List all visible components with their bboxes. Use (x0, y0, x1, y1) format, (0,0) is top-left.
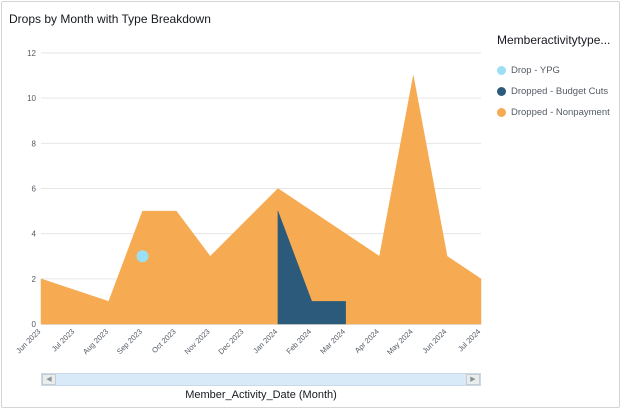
x-tick-label: Apr 2024 (353, 327, 381, 355)
x-tick-label: Jul 2024 (456, 327, 482, 353)
x-tick-label: Oct 2023 (150, 327, 178, 355)
legend-label: Dropped - Nonpayment (511, 106, 610, 118)
chart-title: Drops by Month with Type Breakdown (9, 12, 211, 26)
legend-item-nonpayment[interactable]: Dropped - Nonpayment (497, 105, 619, 119)
legend: Memberactivitytype... Drop - YPG Dropped… (497, 33, 619, 126)
legend-item-drop-ypg[interactable]: Drop - YPG (497, 63, 619, 77)
x-tick-label: Mar 2024 (318, 327, 347, 356)
y-tick-label: 10 (27, 94, 36, 103)
legend-swatch-budget-cuts (497, 86, 506, 96)
x-tick-label: Sep 2023 (115, 327, 144, 356)
y-tick-label: 12 (27, 49, 36, 58)
legend-title: Memberactivitytype... (497, 33, 611, 47)
legend-item-budget-cuts[interactable]: Dropped - Budget Cuts (497, 84, 619, 98)
area-dropped-nonpayment (40, 75, 482, 325)
scroll-right-icon[interactable]: ▶ (466, 374, 480, 385)
y-tick-label: 8 (32, 139, 37, 148)
legend-swatch-nonpayment (497, 107, 506, 117)
x-tick-label: Jun 2024 (420, 327, 448, 355)
y-tick-label: 0 (32, 320, 37, 329)
x-tick-label: Jul 2023 (50, 327, 76, 353)
y-tick-label: 6 (32, 185, 37, 194)
x-tick-label: Dec 2023 (216, 327, 245, 356)
y-tick-label: 2 (32, 275, 37, 284)
series-points (136, 250, 149, 263)
x-tick-label: May 2024 (385, 327, 415, 357)
x-tick-label: Feb 2024 (284, 327, 313, 356)
x-tick-label: Nov 2023 (183, 327, 212, 356)
x-tick-label: Jan 2024 (251, 327, 279, 355)
x-axis-title: Member_Activity_Date (Month) (185, 389, 337, 401)
x-axis-scrollbar[interactable]: ◀ ▶ (41, 373, 481, 386)
legend-label: Dropped - Budget Cuts (511, 85, 609, 97)
x-tick-label: Aug 2023 (81, 327, 110, 356)
legend-label: Drop - YPG (511, 64, 560, 76)
area-dropped-budget-cuts (277, 210, 346, 325)
y-axis-ticks: 0 2 4 6 8 10 12 (27, 49, 36, 329)
scroll-left-icon[interactable]: ◀ (42, 374, 56, 385)
data-point (136, 250, 149, 263)
y-tick-label: 4 (32, 230, 37, 239)
x-axis-ticks: Jun 2023 Jul 2023 Aug 2023 Sep 2023 Oct 2023… (14, 327, 482, 357)
legend-swatch-drop-ypg (497, 65, 506, 75)
x-tick-label: Jun 2023 (14, 327, 42, 355)
series-areas (40, 75, 482, 325)
